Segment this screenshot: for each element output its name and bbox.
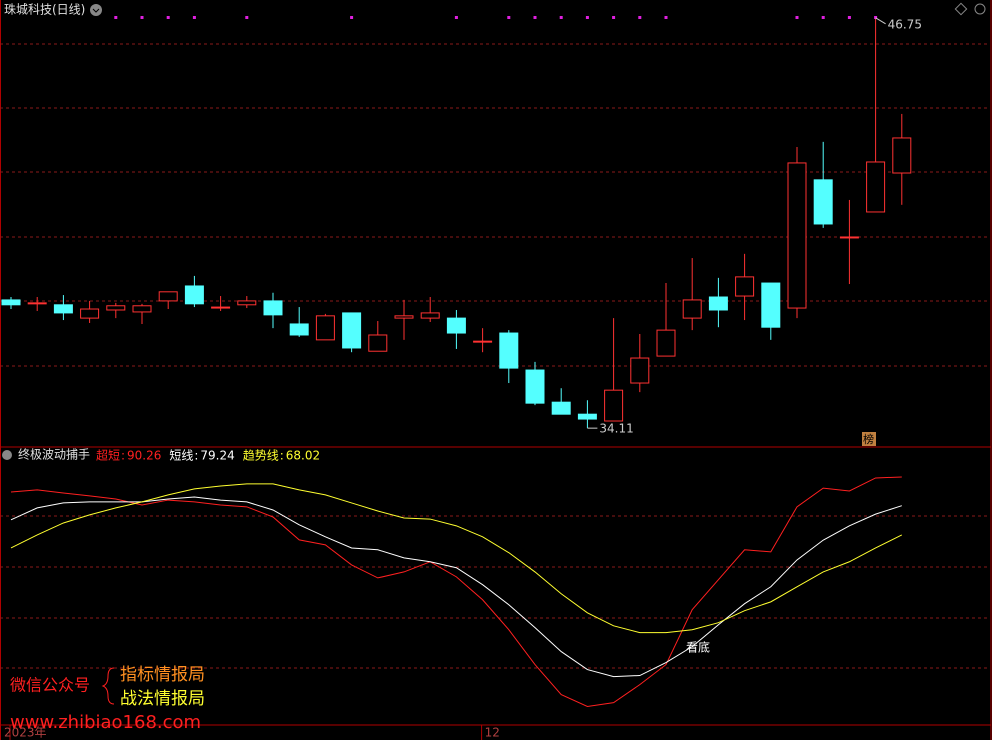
candle-body	[446, 317, 466, 334]
candle-body	[420, 312, 440, 319]
legend-name[interactable]: 趋势线	[243, 449, 279, 463]
candle-body	[656, 329, 676, 357]
brace	[101, 667, 115, 705]
signal-dot	[821, 16, 825, 19]
legend-name[interactable]: 短线	[169, 449, 193, 463]
legend-name[interactable]: 超短	[96, 448, 120, 463]
candle-body	[394, 315, 414, 319]
chart-title: 珠城科技(日线)	[4, 3, 85, 17]
legend-sep: :	[121, 449, 125, 463]
signal-dot	[454, 16, 458, 19]
x-tick-label: 12	[485, 726, 500, 740]
indicator-line	[10, 496, 902, 678]
candle-body	[866, 161, 886, 213]
candle-body	[158, 291, 178, 302]
candle-body	[289, 323, 309, 336]
candle-body	[132, 305, 152, 313]
high-pointer	[875, 17, 886, 25]
signal-dot	[664, 16, 668, 19]
indicator-title: 终极波动捕手	[18, 447, 90, 462]
candle-body	[106, 305, 126, 311]
badge: 榜	[863, 432, 874, 446]
candle-body	[892, 137, 912, 174]
menu-chevron	[92, 8, 100, 13]
x-axis: 2023年 12	[4, 725, 500, 740]
candle-body	[735, 276, 755, 297]
signal-dot	[847, 16, 851, 19]
candle-body	[813, 179, 833, 225]
candle-body	[839, 236, 859, 239]
legend: 超短:90.26 短线:79.24 趋势线:68.02	[96, 448, 320, 463]
candles	[1, 17, 912, 429]
candle-body	[263, 300, 283, 316]
candle-body	[237, 300, 257, 306]
signal-dot	[507, 16, 511, 19]
signal-dot	[192, 16, 196, 19]
watermark-url: www.zhibiao168.com	[10, 712, 201, 733]
signal-dot	[140, 16, 144, 19]
candle-body	[473, 340, 493, 343]
candle-body	[787, 162, 807, 309]
badge-box	[862, 432, 876, 446]
signal-dot	[350, 16, 354, 19]
candle-body	[761, 282, 781, 328]
watermark-line1: 指标情报局	[120, 665, 205, 685]
high-label: 46.75	[888, 17, 922, 31]
candle-body	[577, 413, 597, 420]
legend-value: 68.02	[286, 449, 320, 463]
signal-dot	[638, 16, 642, 19]
candle-body	[27, 302, 47, 305]
indicator-line	[10, 483, 903, 634]
signal-dot	[795, 16, 799, 19]
signal-dot	[874, 16, 878, 19]
signal-dot	[612, 16, 616, 19]
legend-sep: :	[194, 449, 198, 463]
candle-body	[604, 389, 624, 422]
signal-dot	[533, 16, 537, 19]
candle-body	[315, 315, 335, 341]
diamond-icon[interactable]	[954, 2, 968, 16]
signal-dot	[245, 16, 249, 19]
candle-body	[1, 299, 21, 306]
candle-body	[682, 299, 702, 319]
candle-body	[708, 296, 728, 311]
candle-body	[551, 401, 571, 415]
indicator-line	[10, 476, 902, 708]
legend-sep: :	[280, 449, 284, 463]
legend-value: 90.26	[127, 449, 161, 463]
indicator-lines	[10, 476, 903, 708]
low-label: 34.11	[599, 422, 633, 436]
indicator-menu-icon[interactable]	[2, 450, 12, 460]
candle-body	[342, 312, 362, 349]
signal-dot	[585, 16, 589, 19]
signal-dot	[166, 16, 170, 19]
candle-body	[53, 304, 73, 314]
legend-value: 79.24	[200, 449, 234, 463]
candle-body	[184, 285, 204, 305]
plus-icon[interactable]	[974, 3, 986, 15]
candle-body	[499, 332, 519, 369]
watermark-line2: 战法情报局	[120, 689, 205, 709]
price-grid	[0, 43, 990, 669]
signal-dot	[114, 16, 118, 19]
x-tick-label: 2023年	[4, 726, 47, 740]
watermark-lead: 微信公众号	[10, 676, 90, 695]
candle-body	[368, 334, 388, 352]
candle-body	[80, 308, 100, 319]
candle-body	[525, 369, 545, 404]
annotation: 看底	[686, 640, 710, 655]
candle-body	[630, 357, 650, 384]
menu-icon[interactable]	[90, 4, 102, 16]
candle-body	[211, 306, 231, 309]
signal-dot	[559, 16, 563, 19]
